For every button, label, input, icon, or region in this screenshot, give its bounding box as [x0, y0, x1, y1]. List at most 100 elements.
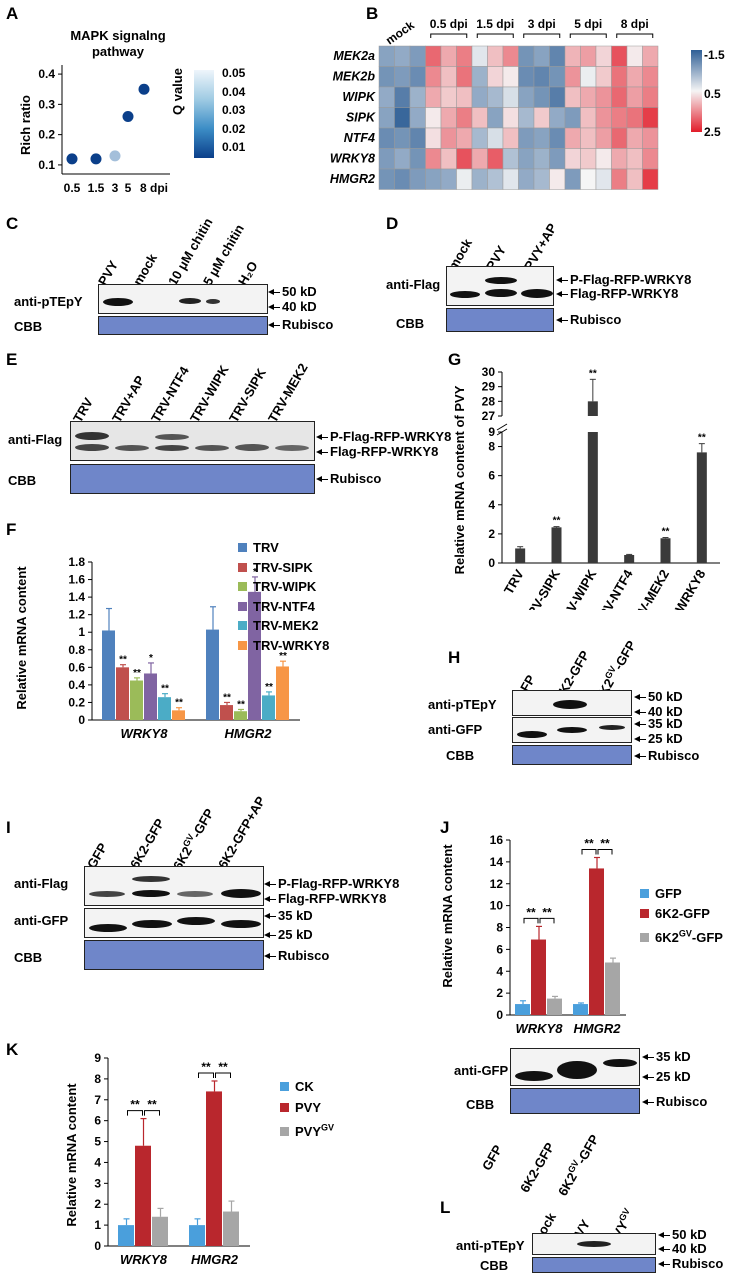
panel-h-label-0: anti-pTEpY: [428, 697, 497, 712]
k-chart-category-label: HMGR2: [191, 1252, 239, 1267]
panel-g-ylabel: Relative mRNA content of PVY: [452, 385, 467, 574]
panel-f-legend: TRV TRV-SIPK TRV-WIPK TRV-NTF4 TRV-MEK2 TRV-W…: [238, 538, 329, 655]
panel-i-lane-3: 6K2-GFP+AP: [215, 793, 269, 871]
panel-j-chart: Relative mRNA content 0 2 4 6 8 10 12 14 16 WRKY8…: [440, 833, 626, 1036]
k-chart-ytick-label: 6: [94, 1114, 101, 1128]
g-sig: **: [553, 516, 561, 527]
k-chart-ytick-label: 9: [94, 1051, 101, 1065]
b-heatmap-cell: [471, 45, 488, 67]
b-heatmap-cell: [440, 127, 457, 149]
b-heatmap-cell: [502, 168, 519, 190]
a-xtick-label: 5: [125, 181, 132, 195]
panel-c-blot: [98, 284, 268, 314]
g-bar: [551, 527, 562, 563]
legend-label: TRV-SIPK: [253, 559, 313, 575]
b-heatmap-cell: [533, 168, 550, 190]
g-bar: [587, 432, 598, 563]
a-xtick-label: 3: [112, 181, 119, 195]
panel-h-marker-3: 25 kD: [648, 731, 683, 746]
j-chart-ytick-label: 16: [490, 833, 504, 847]
legend-label: TRV-MEK2: [253, 618, 319, 633]
g-category-label: TRV: [501, 567, 527, 597]
panel-label-d: D: [386, 214, 399, 233]
panel-l-marker-1: 40 kD: [672, 1241, 707, 1256]
f-chart-ytick-label: 1.2: [68, 608, 85, 622]
b-heatmap-cell: [549, 86, 566, 108]
f-chart-bar: [248, 591, 261, 720]
legend-item: TRV-MEK2: [238, 616, 329, 636]
legend-swatch: [238, 640, 247, 650]
legend-item: 6K2-GFP: [640, 904, 723, 924]
f-chart-ytick-label: 0.2: [68, 695, 85, 709]
k-chart-ytick-label: 3: [94, 1176, 101, 1190]
b-heatmap-cell: [580, 107, 597, 129]
k-chart-ytick-label: 0: [94, 1239, 101, 1253]
k-chart-bar: [223, 1211, 239, 1246]
panel-j-cbb-label: CBB: [466, 1097, 495, 1112]
j-chart-ytick-label: 2: [496, 986, 503, 1000]
scale-tick-0: -1.5: [704, 48, 725, 62]
k-chart-ytick-label: 1: [94, 1218, 101, 1232]
a-ytick-label: 0.4: [38, 67, 55, 81]
f-chart-bar: [130, 680, 143, 720]
g-category-label: TRV-NTF4: [592, 566, 636, 610]
panel-d-rubisco: Rubisco: [570, 312, 622, 327]
f-chart-bar: [116, 667, 129, 720]
panel-label-h: H: [448, 648, 461, 667]
k-chart-ytick-label: 8: [94, 1072, 101, 1086]
b-group-label: 8 dpi: [621, 17, 649, 31]
legend-label: 6K2GV-GFP: [655, 929, 723, 946]
b-heatmap-cell: [471, 66, 488, 88]
j-chart-ytick-label: 6: [496, 942, 503, 956]
b-heatmap-cell: [471, 107, 488, 129]
f-chart-ytick-label: 1.8: [68, 555, 85, 569]
g-ytick-label: 28: [482, 394, 496, 408]
b-heatmap-cell: [626, 107, 643, 129]
legend-swatch: [238, 582, 247, 591]
legend-label: TRV-WIPK: [253, 579, 317, 594]
legend-item: TRV-WIPK: [238, 577, 329, 597]
scale-tick-1: 0.5: [704, 87, 721, 101]
b-gene-label: NTF4: [344, 131, 375, 145]
j-chart-bar: [531, 939, 546, 1015]
b-heatmap-cell: [378, 127, 395, 149]
legend-item: TRV-WRKY8: [238, 636, 329, 656]
j-chart-ytick-label: 0: [496, 1008, 503, 1022]
panel-e-band-1: Flag-RFP-WRKY8: [330, 444, 439, 459]
b-heatmap-cell: [425, 45, 442, 67]
j-chart-ytick-label: 10: [490, 899, 504, 913]
g-sig: **: [589, 368, 597, 379]
b-heatmap-cell: [549, 45, 566, 67]
legend-label: TRV-NTF4: [253, 598, 315, 614]
b-heatmap-cell: [611, 148, 628, 170]
b-heatmap-cell: [533, 45, 550, 67]
panel-e-band-0: P-Flag-RFP-WRKY8: [330, 429, 452, 444]
panel-label-c: C: [6, 214, 19, 233]
panel-l-label-0: anti-pTEpY: [456, 1238, 525, 1253]
legend-item: PVY: [280, 1097, 334, 1118]
b-heatmap-cell: [564, 168, 581, 190]
b-group-bracket: [616, 33, 654, 38]
b-heatmap-cell: [394, 86, 411, 108]
legend-label: TRV-WRKY8: [253, 637, 330, 653]
f-chart-ytick-label: 0.8: [68, 643, 85, 657]
panel-e-lane-2: TRV-NTF4: [148, 363, 192, 425]
f-chart-sig: **: [237, 699, 245, 710]
legend-swatch: [280, 1127, 289, 1137]
b-heatmap-cell: [487, 86, 504, 108]
panel-e-lane-5: TRV-MEK2: [265, 360, 311, 425]
b-heatmap-cell: [518, 45, 535, 67]
legend-swatch: [640, 933, 649, 943]
panel-i-marker-0: 35 kD: [278, 908, 313, 923]
b-heatmap-cell: [440, 168, 457, 190]
b-heatmap-cell: [394, 107, 411, 129]
panel-i-lane-1: 6K2-GFP: [127, 815, 168, 871]
b-heatmap-cell: [595, 66, 612, 88]
b-heatmap-cell: [611, 45, 628, 67]
k-chart-sig-bracket: [127, 1110, 143, 1116]
legend-swatch: [238, 621, 247, 630]
b-gene-label: HMGR2: [330, 172, 375, 186]
panel-e-cbb: [70, 464, 315, 494]
j-chart-ytick-label: 4: [496, 964, 503, 978]
b-heatmap-cell: [440, 107, 457, 129]
